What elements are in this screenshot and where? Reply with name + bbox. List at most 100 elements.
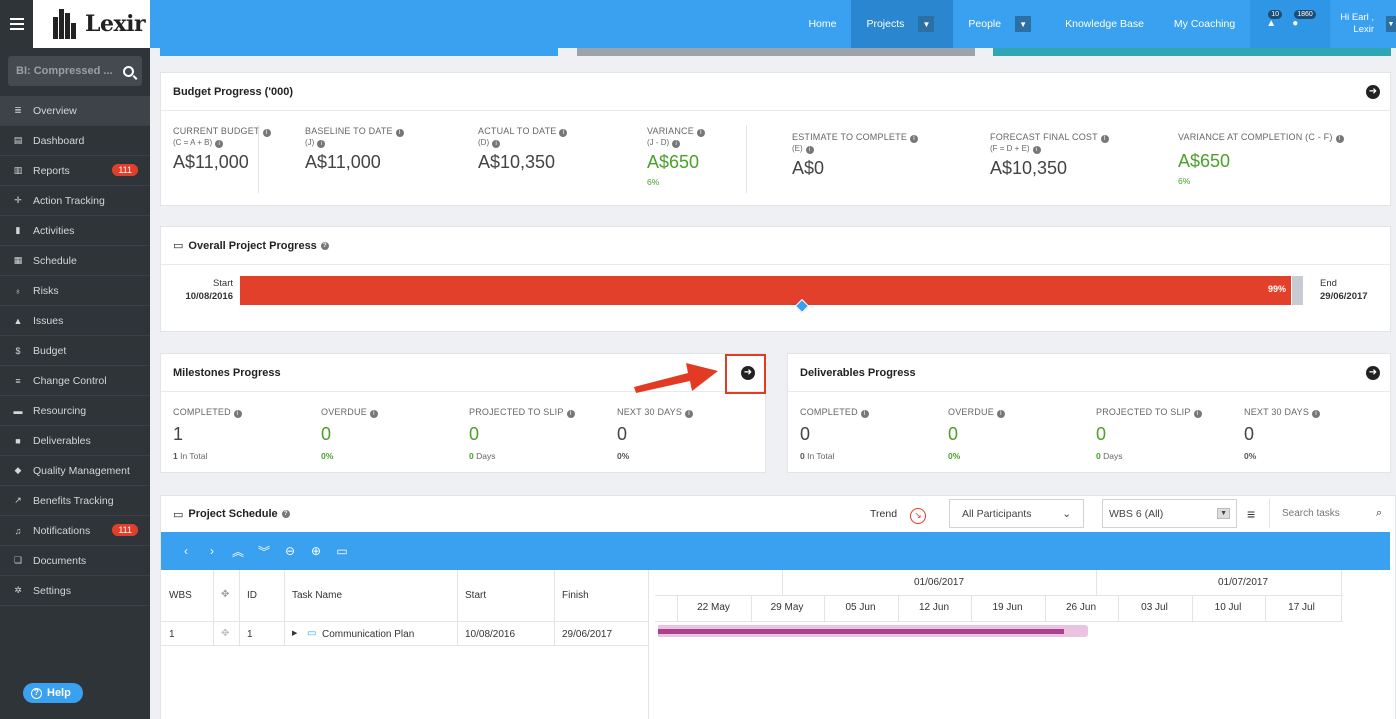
info-icon[interactable]: i	[1100, 135, 1109, 143]
expand-all-icon[interactable]: ︾	[257, 544, 270, 559]
warning-alert-icon[interactable]: ▲ 10	[1266, 10, 1282, 30]
collapse-all-icon[interactable]: ︽	[231, 544, 244, 559]
alert-count-badge: 10	[1268, 10, 1282, 19]
logo-text: Lexir	[85, 11, 146, 37]
search-icon[interactable]: ⌕	[1376, 507, 1383, 519]
help-icon[interactable]: ?	[320, 241, 329, 250]
end-marker: End 29/06/2017	[1320, 277, 1368, 303]
expand-caret-icon[interactable]: ▶	[292, 630, 298, 637]
info-icon[interactable]: i	[369, 410, 378, 418]
chevron-left-icon[interactable]: ‹	[184, 544, 188, 558]
sidebar-item-dashboard[interactable]: ▤ Dashboard	[0, 126, 150, 156]
people-dropdown-icon[interactable]: ▼	[1015, 16, 1032, 32]
info-icon[interactable]: i	[910, 135, 919, 143]
sidebar-item-action-tracking[interactable]: ✛ Action Tracking	[0, 186, 150, 216]
menu-toggle-button[interactable]	[0, 0, 33, 48]
info-icon[interactable]: i	[685, 410, 694, 418]
info-icon[interactable]: i	[1032, 146, 1041, 154]
projects-dropdown-icon[interactable]: ▼	[918, 16, 935, 32]
bar-chart-icon: ▥	[13, 165, 23, 175]
row-wbs: 1	[169, 629, 175, 640]
metric-value: 0	[321, 424, 332, 444]
sidebar-item-change-control[interactable]: ≡ Change Control	[0, 366, 150, 396]
wbs-select[interactable]: WBS 6 (All) ▼	[1102, 499, 1237, 528]
info-icon[interactable]: i	[1312, 410, 1321, 418]
sidebar-item-reports[interactable]: ▥ Reports 111	[0, 156, 150, 186]
nav-people[interactable]: People ▼	[953, 0, 1050, 48]
search-icon[interactable]	[123, 65, 134, 77]
user-menu[interactable]: Hi Earl , Lexir	[1330, 12, 1386, 36]
column-menu-icon[interactable]: ≡	[1247, 506, 1256, 522]
drag-handle-icon[interactable]: ✥	[221, 628, 230, 639]
info-icon[interactable]: i	[215, 140, 224, 148]
info-icon[interactable]: i	[566, 410, 575, 418]
info-icon[interactable]: i	[233, 410, 242, 418]
help-button[interactable]: ? Help	[23, 683, 83, 703]
overall-progress-bar: 99%	[240, 276, 1303, 305]
zoom-out-icon[interactable]: ⊖	[284, 544, 296, 558]
project-search-input[interactable]: BI: Compressed ...	[8, 56, 142, 86]
sidebar-item-notifications[interactable]: ♫ Notifications 111	[0, 516, 150, 546]
chevron-right-icon[interactable]: ›	[210, 544, 214, 558]
info-icon[interactable]: i	[805, 146, 814, 154]
count-badge: 111	[112, 164, 138, 176]
zoom-in-icon[interactable]: ⊕	[310, 544, 322, 558]
fullscreen-monitor-icon[interactable]: ▭	[336, 544, 348, 558]
info-icon[interactable]: i	[262, 129, 271, 137]
sidebar-item-budget[interactable]: $ Budget	[0, 336, 150, 366]
calendar-icon: ▭	[173, 240, 184, 252]
column-header-finish[interactable]: Finish	[562, 590, 589, 601]
list-icon: ≣	[14, 105, 22, 115]
sidebar-item-deliverables[interactable]: ■ Deliverables	[0, 426, 150, 456]
sidebar-item-overview[interactable]: ≣ Overview	[0, 96, 150, 126]
milestones-arrow-right-circle-icon[interactable]: ➜	[741, 366, 755, 380]
nav-my-coaching[interactable]: My Coaching	[1173, 18, 1236, 30]
metric-sub-suffix: Days	[476, 451, 496, 461]
info-icon[interactable]: i	[317, 140, 326, 148]
deliverables-arrow-right-circle-icon[interactable]: ➜	[1366, 366, 1380, 380]
help-icon[interactable]: ?	[281, 510, 290, 518]
sidebar-item-issues[interactable]: ▲ Issues	[0, 306, 150, 336]
participants-select[interactable]: All Participants ⌄	[949, 499, 1084, 528]
metric-value: A$650	[1178, 151, 1231, 171]
sidebar-item-activities[interactable]: ▮ Activities	[0, 216, 150, 246]
info-icon[interactable]: i	[1193, 410, 1202, 418]
metric-label: VARIANCE	[647, 126, 694, 136]
info-icon[interactable]: i	[996, 410, 1005, 418]
app-logo[interactable]: Lexir	[33, 0, 150, 48]
bulb-icon: ♁	[14, 285, 22, 296]
row-task-name[interactable]: Communication Plan	[322, 629, 415, 640]
card-stripe-grey	[577, 48, 975, 56]
info-icon[interactable]: i	[696, 129, 705, 137]
info-icon[interactable]: i	[559, 129, 568, 137]
sidebar-item-quality-management[interactable]: ◆ Quality Management	[0, 456, 150, 486]
nav-home[interactable]: Home	[808, 18, 837, 30]
info-icon[interactable]: i	[1335, 135, 1344, 143]
info-icon[interactable]: i	[492, 140, 501, 148]
column-header-task-name[interactable]: Task Name	[292, 590, 343, 601]
crosshair-icon: ✛	[14, 195, 22, 205]
user-dropdown-icon[interactable]: ▼	[1386, 16, 1396, 32]
info-icon[interactable]: i	[395, 129, 404, 137]
sidebar-item-risks[interactable]: ♁ Risks	[0, 276, 150, 306]
info-icon[interactable]: i	[672, 140, 681, 148]
search-tasks-input[interactable]	[1282, 508, 1376, 519]
sidebar-item-settings[interactable]: ✲ Settings	[0, 576, 150, 606]
nav-projects[interactable]: Projects ▼	[851, 0, 954, 48]
sidebar-item-schedule[interactable]: ▦ Schedule	[0, 246, 150, 276]
gantt-task-bar[interactable]	[658, 625, 1088, 637]
info-icon[interactable]: i	[860, 410, 869, 418]
column-header-start[interactable]: Start	[465, 590, 487, 601]
column-header-id[interactable]: ID	[247, 590, 257, 601]
column-header-wbs[interactable]: WBS	[169, 590, 192, 601]
globe-notification-icon[interactable]: ● 1860	[1292, 10, 1316, 30]
metric-sub-suffix: In Total	[180, 451, 208, 461]
nav-knowledge-base[interactable]: Knowledge Base	[1065, 18, 1144, 30]
sidebar-item-benefits-tracking[interactable]: ↗ Benefits Tracking	[0, 486, 150, 516]
start-marker: Start 10/08/2016	[161, 277, 233, 303]
sidebar-item-resourcing[interactable]: ▬ Resourcing	[0, 396, 150, 426]
sidebar-item-label: Settings	[33, 584, 71, 597]
sidebar-item-documents[interactable]: ❏ Documents	[0, 546, 150, 576]
row-id: 1	[247, 629, 253, 640]
arrow-right-circle-icon[interactable]: ➜	[1366, 85, 1380, 99]
